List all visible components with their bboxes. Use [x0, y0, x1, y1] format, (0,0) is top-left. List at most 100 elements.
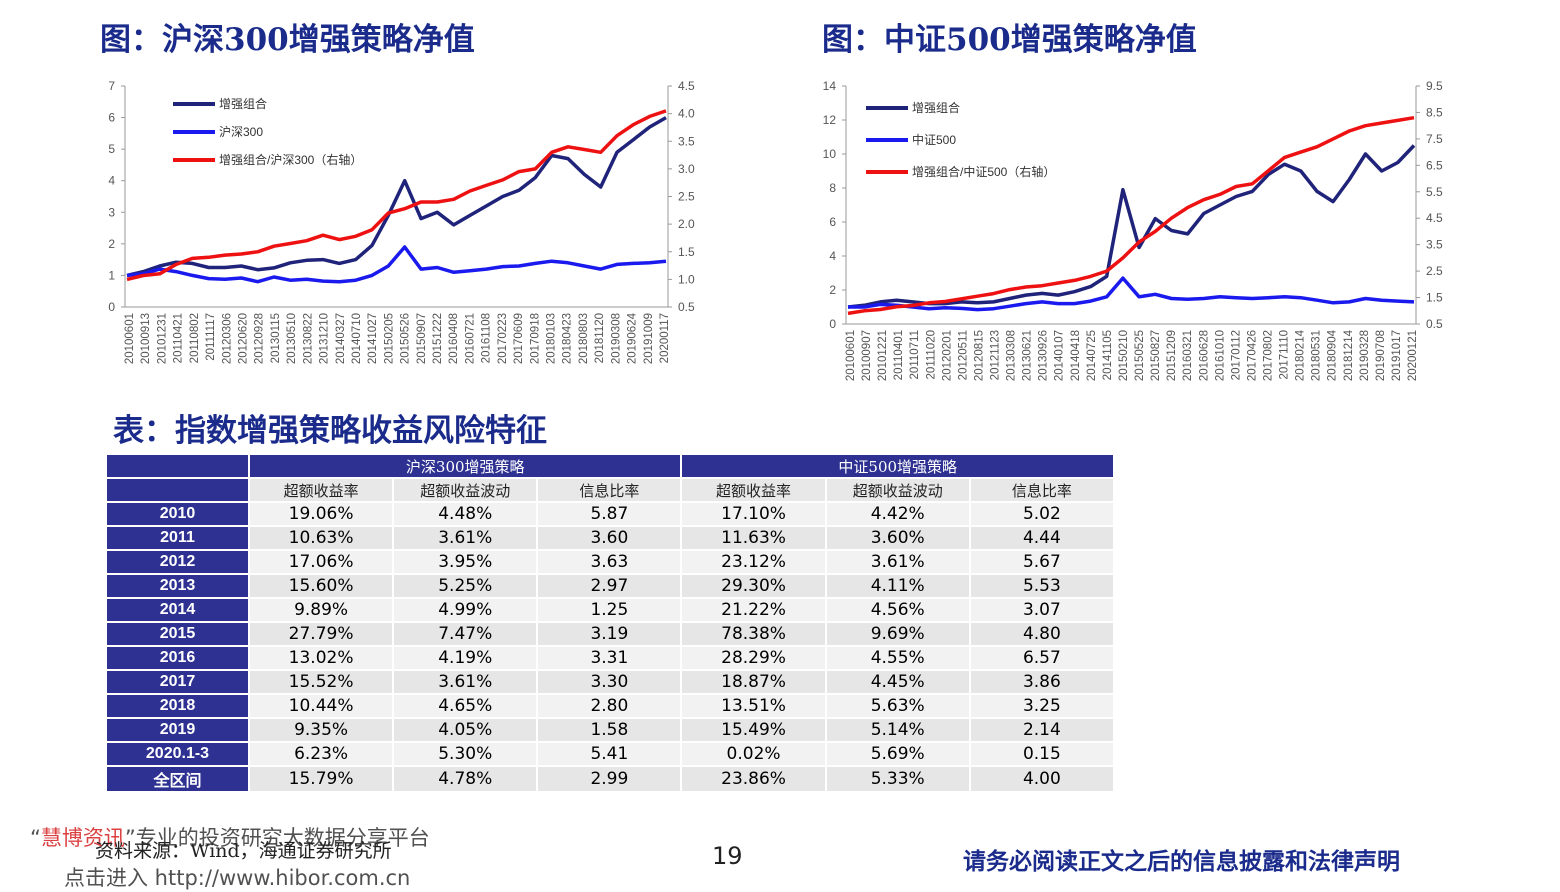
x-tick-label: 20120928: [254, 313, 266, 364]
table-cell: 4.55%: [824, 645, 971, 671]
right-tick-label: 4.5: [678, 79, 695, 93]
right-tick-label: 4.5: [1426, 211, 1443, 225]
right-tick-label: 7.5: [1426, 132, 1443, 146]
table-cell: 1.58: [536, 717, 683, 743]
source-note: 资料来源：Wind，海通证券研究所: [95, 840, 392, 862]
right-tick-label: 1.5: [1426, 291, 1443, 305]
table-corner: [105, 453, 250, 479]
series-line: [848, 276, 1415, 312]
left-tick-label: 2: [108, 237, 115, 251]
subheader-excess-vol: 超额收益波动: [824, 477, 971, 503]
table-cell: 4.99%: [392, 597, 539, 623]
x-tick-label: 20151222: [432, 313, 444, 364]
right-tick-label: 3.5: [678, 134, 695, 148]
x-tick-label: 20181120: [594, 313, 606, 363]
series-line: [847, 144, 1416, 309]
table-cell: 13.02%: [247, 645, 395, 671]
table-cell: 7.47%: [392, 621, 539, 647]
x-tick-label: 20161010: [1214, 330, 1226, 381]
table-cell: 0.02%: [680, 741, 827, 767]
x-tick-label: 20140107: [1054, 330, 1066, 381]
x-tick-label: 20170918: [529, 313, 541, 364]
left-tick-label: 5: [108, 142, 115, 156]
table-cell: 9.89%: [247, 597, 395, 623]
table-cell: 4.11%: [824, 573, 971, 599]
left-tick-label: 0: [108, 300, 115, 314]
table-cell: 3.61%: [824, 549, 971, 575]
x-tick-label: 20100601: [124, 313, 136, 364]
table-cell: 4.65%: [392, 693, 539, 719]
csi500-enhanced-chart: 0 2 4 6 8 10 12 14 0.5 1.5 2.5 3.5 4.5 5.5 6.5 7.5 8.5 9.…: [823, 79, 1443, 381]
row-label: 2015: [105, 621, 250, 647]
table-row: 全区间 15.79% 4.78% 2.99 23.86% 5.33% 4.00: [105, 765, 1116, 793]
table-cell: 3.60: [536, 525, 683, 551]
row-label: 2010: [105, 501, 250, 527]
table-cell: 9.35%: [247, 717, 395, 743]
x-tick-label: 20140725: [1086, 330, 1098, 381]
row-label: 2011: [105, 525, 250, 551]
x-tick-label: 20141027: [367, 313, 379, 364]
table-cell: 4.42%: [824, 501, 971, 527]
table-cell: 2.99: [536, 765, 683, 793]
table-cell: 5.41: [536, 741, 683, 767]
x-tick-label: 20180103: [546, 313, 558, 364]
x-tick-label: 20190708: [1375, 330, 1387, 381]
table-cell: 21.22%: [680, 597, 827, 623]
x-tick-label: 20130510: [286, 313, 298, 364]
x-tick-label: 20110711: [909, 330, 921, 379]
table-cell: 5.53: [968, 573, 1116, 599]
x-tick-label: 20110421: [173, 313, 185, 363]
table-cell: 3.19: [536, 621, 683, 647]
x-tick-label: 20130115: [270, 313, 282, 363]
x-tick-label: 20120306: [221, 313, 233, 364]
right-tick-label: 2.5: [1426, 264, 1443, 278]
x-tick-label: 20121123: [990, 330, 1002, 380]
watermark-quote-open: “: [30, 826, 41, 850]
table-cell: 3.95%: [392, 549, 539, 575]
table-cell: 9.69%: [824, 621, 971, 647]
x-tick-label: 20150205: [383, 313, 395, 364]
right-tick-label: 1.5: [678, 245, 695, 259]
x-tick-label: 20101231: [156, 313, 168, 364]
x-tick-label: 20191009: [643, 313, 655, 364]
legend-label: 沪深300: [219, 125, 263, 139]
x-tick-label: 20191017: [1391, 330, 1403, 381]
x-tick-label: 20111117: [205, 313, 217, 361]
left-tick-label: 6: [829, 215, 836, 229]
left-tick-label: 0: [829, 317, 836, 331]
x-tick-label: 20181214: [1343, 329, 1355, 381]
table-cell: 2.14: [968, 717, 1116, 743]
series-line: [126, 116, 667, 278]
x-tick-label: 20180214: [1295, 329, 1307, 381]
hibor-link[interactable]: 点击进入 http://www.hibor.com.cn: [64, 866, 411, 890]
table-cell: 5.02: [968, 501, 1116, 527]
table-cell: 3.25: [968, 693, 1116, 719]
x-tick-label: 20170112: [1230, 330, 1242, 380]
legend-label: 增强组合/沪深300（右轴）: [219, 152, 362, 167]
left-tick-label: 7: [108, 79, 115, 93]
table-row: 2016 13.02% 4.19% 3.31 28.29% 4.55% 6.57: [105, 645, 1116, 671]
x-tick-label: 20140710: [351, 313, 363, 364]
x-tick-label: 20150210: [1118, 330, 1130, 381]
table-cell: 3.63: [536, 549, 683, 575]
watermark-slogan: 专业的投资研究大数据分享平台: [135, 826, 430, 850]
table-cell: 5.14%: [824, 717, 971, 743]
legend-label: 中证500: [912, 132, 956, 147]
x-tick-label: 20180531: [1311, 330, 1323, 381]
watermark-brand: 慧博资讯: [40, 826, 125, 850]
row-label: 2016: [105, 645, 250, 671]
table-cell: 28.29%: [680, 645, 827, 671]
chart2-heading: 图：中证500增强策略净值: [822, 22, 1197, 58]
x-tick-label: 20150907: [416, 313, 428, 364]
table-cell: 18.87%: [680, 669, 827, 695]
table-cell: 17.10%: [680, 501, 827, 527]
x-tick-label: 20140327: [335, 313, 347, 364]
x-tick-label: 20130926: [1038, 330, 1050, 381]
table-cell: 6.23%: [247, 741, 395, 767]
left-tick-label: 4: [108, 174, 115, 188]
left-tick-label: 6: [108, 111, 115, 125]
x-tick-label: 20171110: [1279, 330, 1291, 379]
row-label: 2013: [105, 573, 250, 599]
table-cell: 10.63%: [247, 525, 395, 551]
x-tick-label: 20130822: [302, 313, 314, 364]
